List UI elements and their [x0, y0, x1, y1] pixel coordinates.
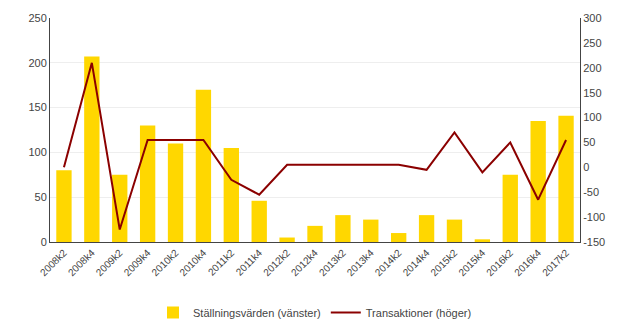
svg-text:50: 50 — [583, 136, 595, 148]
svg-text:2012k4: 2012k4 — [289, 247, 320, 278]
svg-text:0: 0 — [583, 161, 589, 173]
svg-text:2017k2: 2017k2 — [540, 247, 571, 278]
svg-text:2013k2: 2013k2 — [317, 247, 348, 278]
svg-text:2016k4: 2016k4 — [512, 247, 543, 278]
svg-text:2014k2: 2014k2 — [373, 247, 404, 278]
svg-text:-150: -150 — [583, 236, 605, 248]
svg-text:150: 150 — [583, 87, 601, 99]
svg-text:-100: -100 — [583, 211, 605, 223]
svg-text:300: 300 — [583, 12, 601, 24]
svg-text:2015k4: 2015k4 — [456, 247, 487, 278]
svg-text:2011k4: 2011k4 — [234, 247, 265, 278]
svg-text:0: 0 — [41, 236, 47, 248]
svg-text:2012k2: 2012k2 — [261, 247, 292, 278]
svg-text:2015k2: 2015k2 — [428, 247, 459, 278]
svg-text:2011k2: 2011k2 — [206, 247, 237, 278]
svg-text:100: 100 — [28, 146, 46, 158]
svg-text:200: 200 — [28, 57, 46, 69]
svg-text:Transaktioner (höger): Transaktioner (höger) — [366, 307, 471, 319]
svg-text:2014k4: 2014k4 — [401, 247, 432, 278]
svg-text:200: 200 — [583, 62, 601, 74]
svg-text:150: 150 — [28, 101, 46, 113]
svg-text:50: 50 — [35, 191, 47, 203]
svg-text:250: 250 — [28, 12, 46, 24]
svg-text:Ställningsvärden (vänster): Ställningsvärden (vänster) — [193, 307, 321, 319]
svg-text:2016k2: 2016k2 — [484, 247, 515, 278]
svg-text:2008k4: 2008k4 — [66, 247, 97, 278]
svg-text:-50: -50 — [583, 186, 599, 198]
svg-text:2009k4: 2009k4 — [122, 247, 153, 278]
svg-text:100: 100 — [583, 111, 601, 123]
svg-text:2009k2: 2009k2 — [94, 247, 125, 278]
svg-text:250: 250 — [583, 37, 601, 49]
svg-text:2013k4: 2013k4 — [345, 247, 376, 278]
svg-text:2010k4: 2010k4 — [177, 247, 208, 278]
svg-text:2010k2: 2010k2 — [149, 247, 180, 278]
svg-text:2008k2: 2008k2 — [38, 247, 69, 278]
